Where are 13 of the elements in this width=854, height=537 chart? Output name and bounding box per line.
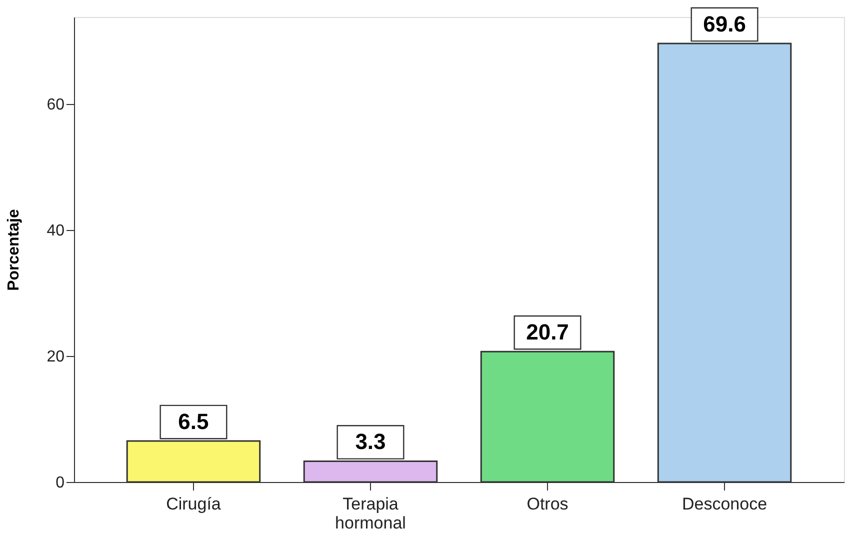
x-tick-label: Otros [526, 494, 568, 514]
y-tick-label: 20 [46, 348, 65, 366]
y-tick-label: 0 [56, 474, 65, 492]
data-label: 69.6 [703, 11, 746, 36]
y-axis-title: Porcentaje [6, 208, 23, 291]
data-label: 20.7 [526, 320, 569, 345]
x-tick-label: Cirugía [166, 494, 222, 514]
data-label: 3.3 [355, 429, 386, 454]
data-label: 6.5 [178, 409, 209, 434]
x-tick-label: Terapia hormonal [335, 494, 406, 532]
y-tick-label: 60 [46, 96, 65, 114]
x-tick-label: Desconoce [682, 494, 768, 514]
y-tick-label: 40 [46, 222, 65, 240]
